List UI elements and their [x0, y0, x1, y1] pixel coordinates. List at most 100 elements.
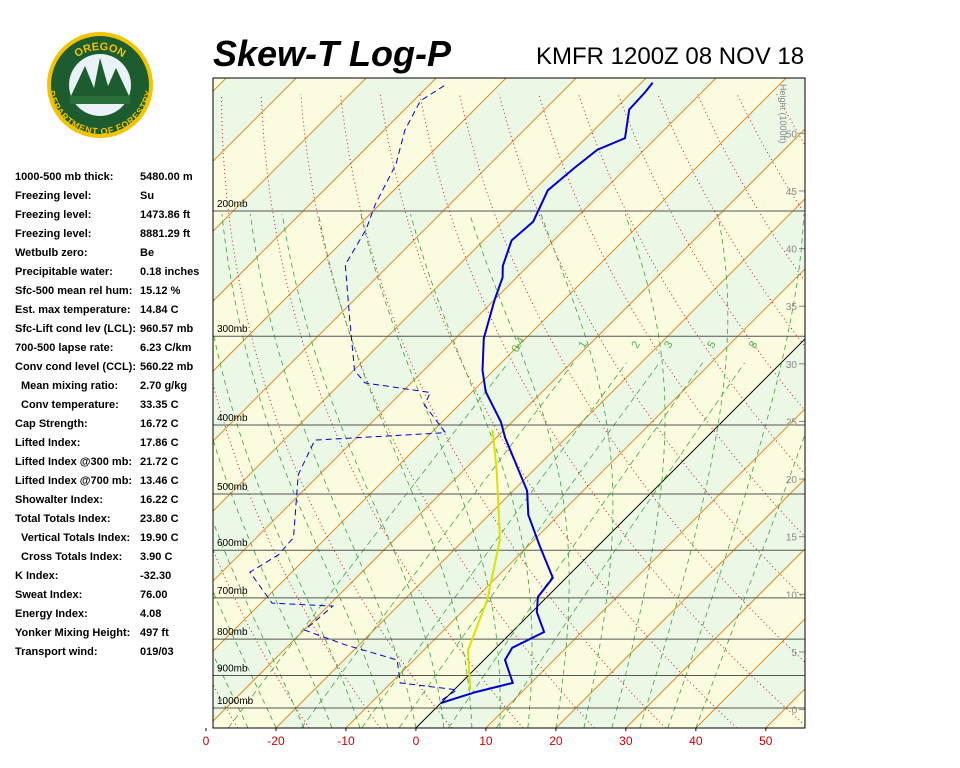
stat-label: Est. max temperature: [15, 304, 131, 316]
zero-isotherm [415, 338, 805, 728]
x-tick-label: 50 [759, 734, 773, 748]
dry-adiabat [221, 94, 453, 728]
height-tick-label: 25 [786, 417, 798, 428]
stat-value: 16.72 C [140, 418, 179, 430]
stat-label: Wetbulb zero: [15, 247, 88, 259]
stat-label: Sfc-500 mean rel hum: [15, 285, 132, 297]
stat-value: 21.72 C [140, 456, 179, 468]
height-tick-label: 5 [791, 648, 797, 659]
x-tick-label: -20 [267, 734, 285, 748]
stat-value: 4.08 [140, 608, 161, 620]
moist-adiabat [639, 214, 729, 728]
stat-value: 960.57 mb [140, 323, 193, 335]
stat-label: Lifted Index: [15, 437, 80, 449]
mixing-ratio-line [227, 362, 509, 728]
mixing-ratio-line [398, 362, 660, 728]
isotherm [213, 78, 787, 652]
logo-trees [70, 58, 130, 98]
pressure-label: 1000mb [217, 696, 254, 707]
height-tick-label: 20 [786, 475, 798, 486]
mixing-ratio-label: 3 [662, 339, 675, 350]
stat-label: 1000-500 mb thick: [15, 171, 113, 183]
moist-adiabat [469, 213, 570, 728]
isotherm-band [836, 78, 960, 728]
stat-label: Sfc-Lift cond lev (LCL): [15, 323, 136, 335]
stat-value: -32.30 [140, 570, 171, 582]
stat-label: Lifted Index @700 mb: [15, 475, 132, 487]
stat-label: Conv cond level (CCL): [15, 361, 136, 373]
dry-adiabat [816, 94, 960, 728]
logo-top-text: OREGON [72, 41, 127, 60]
height-tick-label: 45 [786, 187, 798, 198]
stat-label: Conv temperature: [21, 399, 119, 411]
stat-value: 8881.29 ft [140, 228, 190, 240]
plot-area: 0.4 1 2 3 5 8200mb300mb400mb500mb600mb700mb80… [213, 78, 960, 728]
stat-value: 1473.86 ft [140, 209, 190, 221]
chart-subtitle: KMFR 1200Z 08 NOV 18 [536, 43, 804, 70]
height-tick-label: 10 [786, 590, 798, 601]
isotherm [836, 78, 960, 728]
stat-value: 2.70 g/kg [140, 380, 187, 392]
moist-adiabat [695, 433, 805, 728]
stat-value: 16.22 C [140, 494, 179, 506]
stat-value: 019/03 [140, 646, 174, 658]
stat-label: Yonker Mixing Height: [15, 627, 130, 639]
moist-adiabat [281, 214, 445, 728]
height-tick-label: 15 [786, 533, 798, 544]
moist-adiabat [213, 590, 277, 728]
x-tick-label: 20 [549, 734, 563, 748]
stat-value: 15.12 % [140, 285, 181, 297]
isotherm [213, 78, 437, 302]
isotherm [275, 198, 805, 728]
isotherm [345, 268, 805, 728]
moist-adiabat [360, 214, 501, 728]
stat-label: Cap Strength: [15, 418, 88, 430]
moist-adiabat [249, 214, 417, 728]
isotherm [625, 548, 805, 728]
mixing-ratio-label: 1 [576, 339, 589, 350]
pressure-label: 600mb [217, 538, 248, 549]
stat-value: 0.18 inches [140, 266, 199, 278]
isotherm [213, 78, 717, 582]
mixing-ratio-line [361, 362, 627, 728]
stat-label: Lifted Index @300 mb: [15, 456, 132, 468]
mixing-ratio-label: 8 [747, 339, 760, 350]
pressure-label: 500mb [217, 482, 248, 493]
stat-value: 17.86 C [140, 437, 179, 449]
stat-label: Transport wind: [15, 646, 98, 658]
isotherm [555, 478, 805, 728]
dry-adiabat [856, 94, 960, 728]
x-tick-label: 0 [413, 734, 420, 748]
pressure-label: 700mb [217, 586, 248, 597]
stat-value: 13.46 C [140, 475, 179, 487]
x-tick-label: 10 [479, 734, 493, 748]
pressure-label: 200mb [217, 199, 248, 210]
moist-adiabat [540, 213, 614, 728]
stat-value: 33.35 C [140, 399, 179, 411]
isotherm [213, 78, 367, 232]
stat-label: Freezing level: [15, 228, 91, 240]
height-tick-label: 30 [786, 360, 798, 371]
dry-adiabat [935, 94, 960, 728]
plot-frame [212, 77, 806, 729]
isotherm [695, 618, 805, 728]
moist-adiabat [221, 214, 389, 728]
moist-adiabat [213, 329, 361, 728]
axes: 0 -20 -10 0 10 20 30 40 50 [203, 728, 773, 748]
stat-value: 3.90 C [140, 551, 172, 563]
stat-value: 560.22 mb [140, 361, 193, 373]
x-tick-label: 40 [689, 734, 703, 748]
stat-label: Mean mixing ratio: [21, 380, 118, 392]
moist-adiabat [318, 214, 473, 728]
sounding-line [466, 429, 501, 690]
isotherm [213, 78, 507, 372]
sounding-line [249, 84, 459, 701]
pressure-label: 300mb [217, 324, 248, 335]
stat-label: Freezing level: [15, 190, 91, 202]
isotherm-band [213, 129, 805, 728]
isotherm-band [213, 78, 805, 721]
height-axis-label: Height (1000ft) [778, 84, 788, 144]
mixing-ratio-label: 2 [629, 339, 642, 350]
sounding-line [440, 82, 654, 704]
stats-table: 1000-500 mb thick: 5480.00 m Freezing leve… [15, 171, 199, 658]
